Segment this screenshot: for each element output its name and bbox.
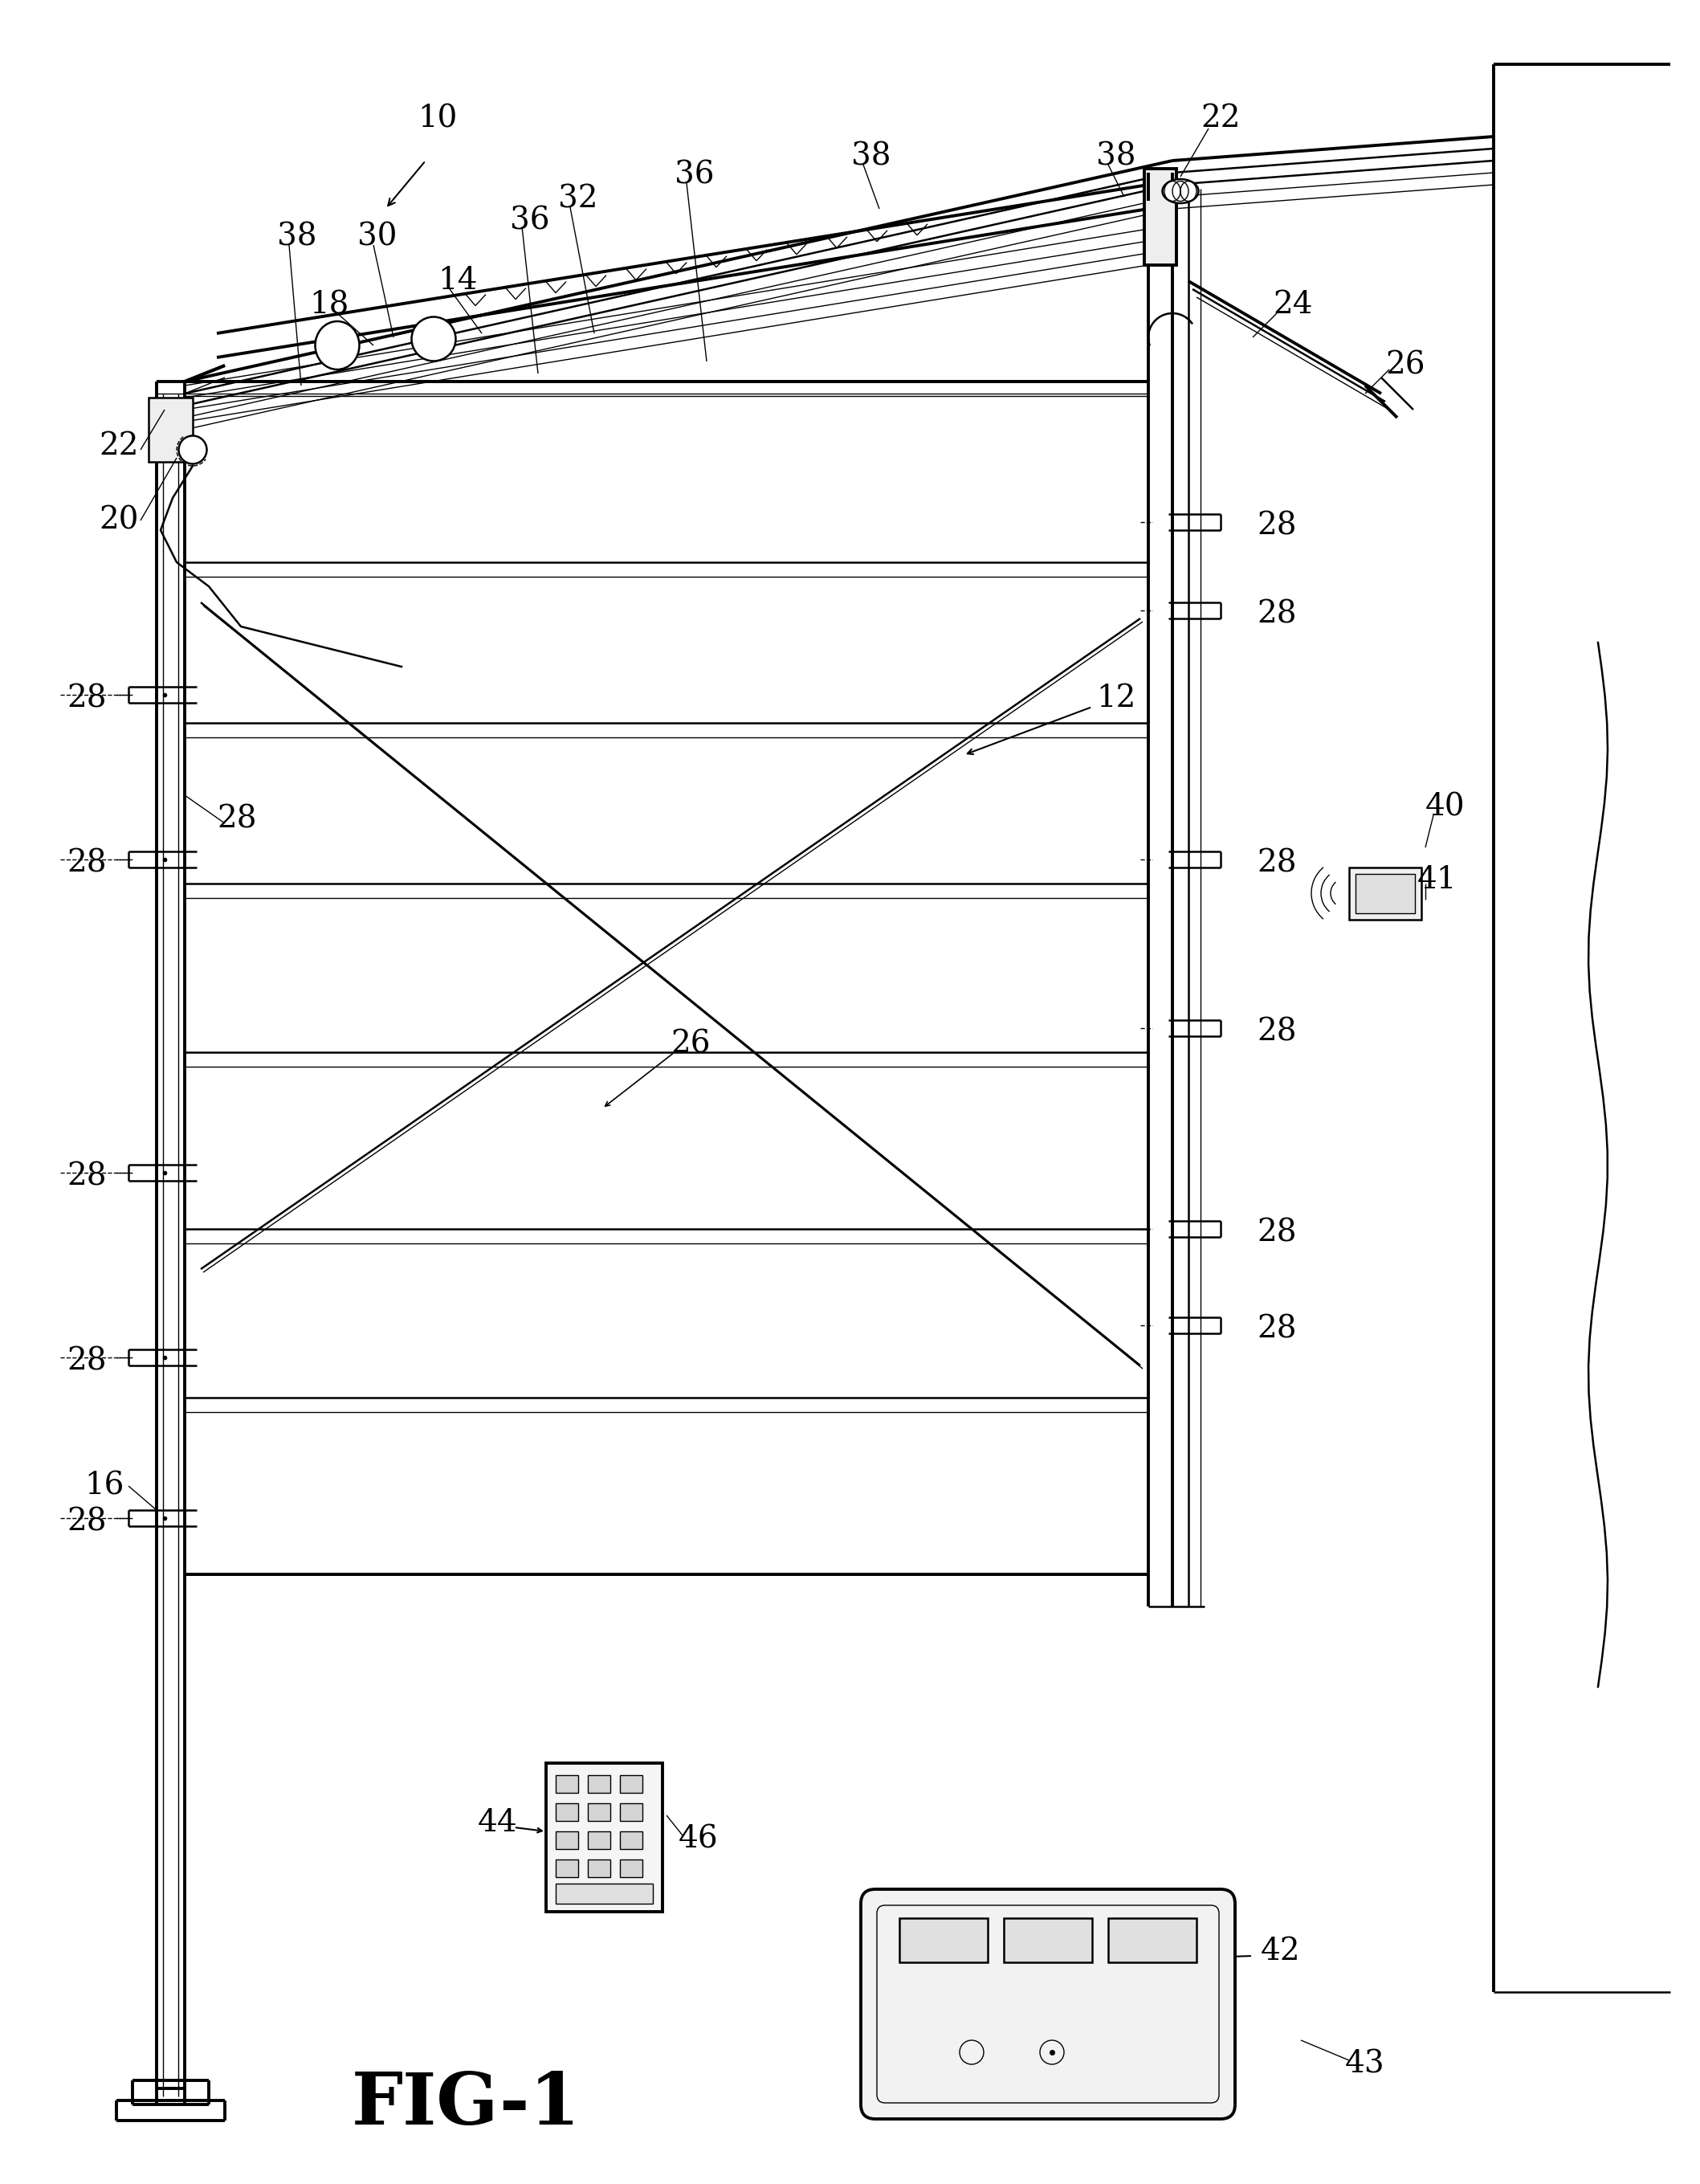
- Ellipse shape: [314, 321, 359, 369]
- Ellipse shape: [411, 317, 456, 360]
- Bar: [1350, 867, 1421, 919]
- FancyBboxPatch shape: [860, 1889, 1234, 2118]
- Text: 38: 38: [1096, 142, 1136, 173]
- Text: 28: 28: [66, 1348, 107, 1376]
- Text: 38: 38: [277, 223, 316, 251]
- Text: 22: 22: [99, 430, 139, 461]
- Bar: [556, 1883, 653, 1904]
- Text: 28: 28: [1256, 601, 1297, 629]
- Text: 46: 46: [678, 1824, 719, 1854]
- Text: 41: 41: [1418, 865, 1457, 895]
- Bar: [620, 1832, 643, 1850]
- Bar: [899, 1918, 988, 1961]
- Text: 42: 42: [1261, 1937, 1300, 1968]
- Text: 28: 28: [66, 850, 107, 878]
- Text: 28: 28: [1256, 850, 1297, 878]
- Bar: [1144, 168, 1176, 264]
- Text: 30: 30: [357, 223, 398, 251]
- Text: 28: 28: [1256, 511, 1297, 542]
- Text: FIG-1: FIG-1: [352, 2070, 580, 2140]
- Bar: [588, 1859, 610, 1878]
- Text: 14: 14: [439, 266, 478, 297]
- Text: 22: 22: [1200, 105, 1241, 133]
- Text: 16: 16: [85, 1472, 124, 1500]
- Bar: [620, 1804, 643, 1821]
- Text: 24: 24: [1273, 290, 1312, 321]
- Text: 28: 28: [1256, 1219, 1297, 1247]
- Text: 20: 20: [99, 507, 139, 535]
- Text: 28: 28: [66, 684, 107, 714]
- Text: 12: 12: [1096, 684, 1136, 714]
- Bar: [556, 1776, 578, 1793]
- Bar: [556, 1832, 578, 1850]
- Bar: [546, 1762, 663, 1911]
- Text: 44: 44: [478, 1808, 518, 1839]
- Text: 18: 18: [309, 290, 348, 321]
- Bar: [588, 1832, 610, 1850]
- Text: 28: 28: [1256, 1315, 1297, 1343]
- Bar: [556, 1859, 578, 1878]
- Text: 26: 26: [1385, 352, 1425, 380]
- Text: 26: 26: [672, 1029, 711, 1059]
- Bar: [1108, 1918, 1197, 1961]
- Text: 28: 28: [218, 804, 257, 834]
- Bar: [588, 1804, 610, 1821]
- Text: 10: 10: [418, 105, 457, 133]
- Text: 36: 36: [675, 159, 714, 190]
- Text: 38: 38: [852, 142, 891, 173]
- Bar: [1355, 874, 1414, 913]
- Bar: [588, 1776, 610, 1793]
- Text: 32: 32: [558, 183, 598, 214]
- Text: 28: 28: [66, 1162, 107, 1192]
- Bar: [556, 1804, 578, 1821]
- Ellipse shape: [178, 437, 207, 463]
- Text: 28: 28: [1256, 1018, 1297, 1046]
- Bar: [148, 397, 192, 461]
- Bar: [1003, 1918, 1091, 1961]
- Text: 43: 43: [1345, 2049, 1385, 2079]
- Text: 40: 40: [1426, 793, 1465, 821]
- Text: 28: 28: [66, 1507, 107, 1538]
- Text: 36: 36: [510, 205, 549, 236]
- Bar: [620, 1859, 643, 1878]
- Bar: [620, 1776, 643, 1793]
- Ellipse shape: [1163, 179, 1198, 203]
